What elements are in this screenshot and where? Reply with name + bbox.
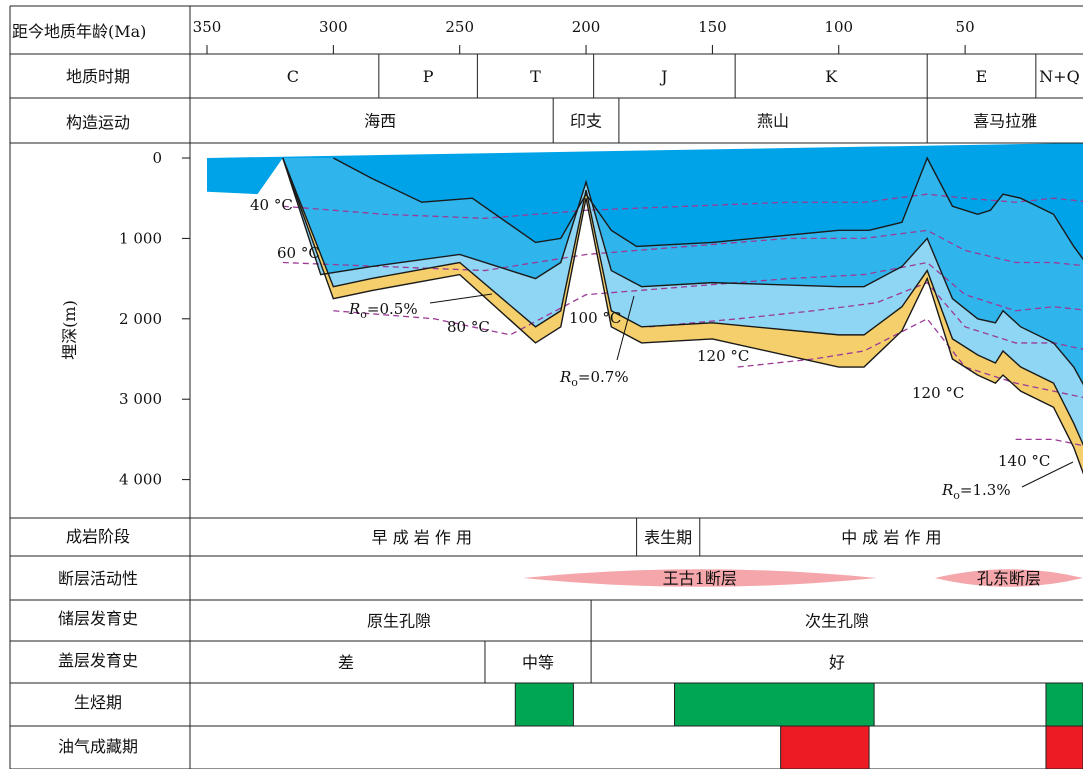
tectonic-label: 印支: [570, 112, 602, 131]
age-tick-label: 50: [956, 18, 975, 36]
age-tick-label: 200: [572, 18, 601, 36]
age-tick-label: 350: [193, 18, 222, 36]
seal-label: 中等: [522, 653, 554, 672]
seal-label: 差: [338, 653, 354, 672]
generation-bar: [1045, 682, 1083, 727]
svg-text:Ro=0.5%: Ro=0.5%: [348, 300, 418, 321]
isotherm-label-80: 80 °C: [447, 318, 490, 336]
generation-bar: [673, 682, 875, 727]
tectonic-row-label: 构造运动: [66, 113, 130, 132]
fault-activity-shape: [934, 569, 1083, 587]
maturity-zones: [207, 143, 1083, 518]
diagenesis-label: 表生期: [644, 528, 692, 547]
period-label: N+Q: [1039, 67, 1080, 86]
depth-tick-label: 3 000: [119, 390, 162, 408]
period-label: J: [659, 67, 667, 86]
reservoir-label: 原生孔隙: [367, 612, 431, 631]
svg-text:Ro=1.3%: Ro=1.3%: [941, 481, 1011, 502]
age-tick-label: 150: [698, 18, 727, 36]
period-row-label: 地质时期: [66, 67, 130, 86]
burial-curve: [282, 157, 1083, 386]
maturity-zone-2: [282, 158, 1083, 445]
depth-tick-label: 1 000: [119, 229, 162, 247]
period-label: P: [423, 67, 434, 86]
depth-tick-label: 4 000: [119, 471, 162, 489]
maturity-zone-1: [282, 158, 1083, 384]
depth-tick-label: 2 000: [119, 310, 162, 328]
fault-label: 王古1断层: [663, 569, 737, 588]
burial-curve: [333, 156, 1083, 261]
isotherm-line: [649, 281, 1083, 350]
generation-bar: [514, 682, 574, 727]
fault-activity-shape: [522, 569, 877, 587]
isotherm-label-100: 100 °C: [569, 309, 621, 327]
burial-curve: [282, 157, 1083, 447]
accumulation-bar: [780, 725, 870, 770]
fault-row-label: 断层活动性: [58, 569, 138, 588]
period-label: T: [530, 67, 541, 86]
age-row-label: 距今地质年龄(Ma): [12, 22, 146, 41]
age-tick-label: 100: [824, 18, 853, 36]
reservoir-row-label: 储层发育史: [58, 609, 138, 628]
isotherm-label-120-a: 120 °C: [697, 347, 749, 365]
isotherm-line: [1015, 438, 1083, 447]
table-frame: [9, 5, 1083, 770]
isotherm-line: [333, 261, 1083, 336]
ro-label-13: Ro=1.3%: [941, 461, 1074, 502]
ro-label-07: Ro=0.7%: [559, 295, 635, 389]
period-label: C: [287, 67, 299, 86]
accumulation-bar: [1045, 725, 1083, 770]
isotherm-label-120-b: 120 °C: [912, 384, 964, 402]
depth-tick-label: 0: [152, 149, 162, 167]
isotherm-label-140: 140 °C: [998, 452, 1050, 470]
depth-axis: 0 1 000 2 000 3 000 4 000: [119, 149, 190, 489]
depth-axis-label: 埋深(m): [60, 300, 79, 360]
fault-label: 孔东断层: [977, 569, 1041, 588]
reservoir-label: 次生孔隙: [805, 612, 869, 631]
isotherm-label-60: 60 °C: [277, 244, 320, 262]
isotherm-line: [737, 317, 1083, 399]
tectonic-label: 海西: [364, 112, 396, 131]
isotherm-label-40: 40 °C: [250, 196, 293, 214]
burial-curve: [282, 157, 1083, 475]
ro-label-05: Ro=0.5%: [348, 293, 493, 321]
period-label: K: [825, 67, 838, 86]
annotations: 40 °C 60 °C 80 °C 100 °C 120 °C 120 °C 1…: [250, 196, 1074, 502]
tectonic-label: 喜马拉雅: [973, 112, 1037, 131]
age-tick-label: 250: [445, 18, 474, 36]
diagenesis-label: 早 成 岩 作 用: [372, 528, 472, 547]
burial-curves: [282, 156, 1083, 475]
generation-row-label: 生烃期: [74, 693, 122, 712]
seal-row-label: 盖层发育史: [58, 651, 138, 670]
seal-label: 好: [829, 653, 845, 672]
svg-text:Ro=0.7%: Ro=0.7%: [559, 368, 629, 389]
diagenesis-label: 中 成 岩 作 用: [841, 528, 941, 547]
tectonic-label: 燕山: [757, 112, 789, 131]
isotherm-line: [282, 193, 1083, 219]
accumulation-row-label: 油气成藏期: [58, 737, 138, 756]
age-tick-label: 300: [319, 18, 348, 36]
diagenesis-row-label: 成岩阶段: [66, 527, 130, 546]
period-label: E: [976, 67, 988, 86]
